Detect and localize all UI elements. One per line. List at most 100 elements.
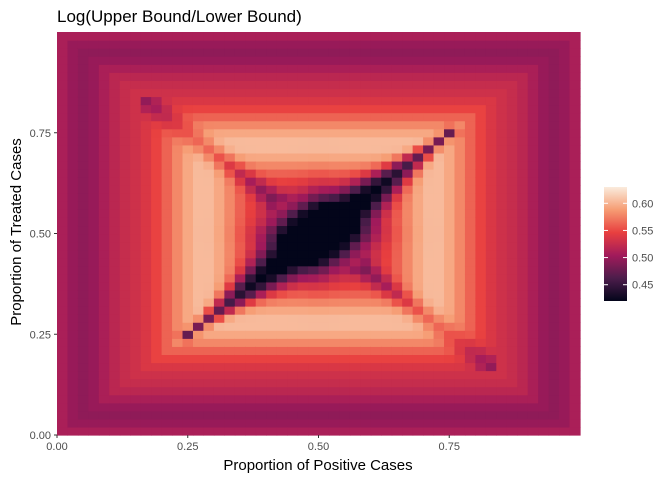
heatmap-tile (213, 322, 225, 331)
heatmap-tile (88, 241, 100, 251)
heatmap-tile (412, 40, 424, 49)
heatmap-tile (140, 128, 152, 138)
heatmap-tile (182, 306, 194, 315)
heatmap-tile (339, 88, 351, 98)
heatmap-tile (203, 281, 215, 291)
heatmap-tile (506, 88, 518, 98)
heatmap-tile (433, 394, 445, 404)
heatmap-tile (381, 378, 393, 388)
heatmap-tile (98, 314, 110, 323)
heatmap-tile (423, 96, 435, 106)
heatmap-tile (423, 370, 435, 380)
heatmap-tile (464, 201, 476, 210)
heatmap-tile (245, 80, 257, 90)
heatmap-tile (98, 152, 110, 162)
heatmap-tile (151, 40, 163, 49)
heatmap-tile (98, 281, 110, 291)
heatmap-tile (538, 88, 550, 98)
heatmap-tile (151, 144, 163, 154)
heatmap-tile (444, 88, 456, 98)
heatmap-tile (569, 233, 581, 243)
heatmap-tile (98, 80, 110, 90)
heatmap-tile (548, 160, 560, 170)
heatmap-tile (370, 144, 382, 154)
heatmap-tile (370, 201, 382, 210)
heatmap-tile (517, 338, 529, 347)
heatmap-tile (297, 225, 309, 235)
heatmap-tile (548, 314, 560, 323)
heatmap-tile (213, 193, 225, 202)
heatmap-tile (88, 362, 100, 372)
heatmap-tile (245, 281, 257, 291)
heatmap-tile (328, 410, 341, 420)
heatmap-tile (98, 322, 110, 331)
heatmap-tile (192, 225, 205, 235)
heatmap-tile (57, 48, 69, 57)
heatmap-tile (381, 281, 393, 291)
heatmap-tile (67, 209, 79, 218)
heatmap-tile (433, 96, 445, 106)
heatmap-tile (402, 322, 414, 331)
heatmap-tile (318, 128, 330, 138)
heatmap-tile (77, 297, 89, 307)
heatmap-tile (182, 281, 194, 291)
heatmap-tile (224, 418, 236, 428)
heatmap-tile (538, 314, 550, 323)
heatmap-tile (527, 346, 539, 355)
heatmap-tile (381, 152, 393, 162)
heatmap-tile (423, 338, 435, 347)
heatmap-tile (569, 209, 581, 218)
heatmap-tile (318, 281, 330, 291)
heatmap-tile (444, 40, 456, 49)
heatmap-tile (67, 136, 79, 146)
heatmap-tile (370, 370, 382, 380)
heatmap-tile (475, 281, 487, 291)
heatmap-tile (475, 346, 487, 355)
heatmap-tile (349, 418, 361, 428)
heatmap-tile (360, 281, 372, 291)
heatmap-tile (339, 48, 351, 57)
heatmap-tile (412, 217, 424, 227)
heatmap-tile (538, 56, 550, 65)
heatmap-tile (454, 330, 466, 339)
heatmap-tile (391, 144, 403, 154)
heatmap-tile (475, 378, 487, 388)
heatmap-tile (328, 370, 341, 380)
heatmap-tile (276, 112, 288, 122)
heatmap-tile (569, 144, 581, 154)
heatmap-tile (475, 386, 487, 396)
heatmap-tile (234, 378, 246, 388)
heatmap-tile (119, 410, 131, 420)
heatmap-tile (496, 104, 508, 114)
heatmap-tile (475, 185, 487, 194)
heatmap-tile (444, 281, 456, 291)
heatmap-tile (130, 281, 142, 291)
heatmap-tile (245, 378, 257, 388)
heatmap-tile (423, 56, 435, 65)
heatmap-tile (224, 136, 236, 146)
heatmap-tile (318, 289, 330, 299)
heatmap-tile (88, 289, 100, 299)
heatmap-tile (517, 314, 529, 323)
heatmap-tile (203, 362, 215, 372)
heatmap-tile (318, 378, 330, 388)
heatmap-tile (391, 426, 403, 436)
heatmap-tile (182, 56, 194, 65)
heatmap-tile (140, 297, 152, 307)
heatmap-tile (57, 56, 69, 65)
heatmap-tile (527, 330, 539, 339)
heatmap-tile (412, 96, 424, 106)
heatmap-tile (203, 152, 215, 162)
heatmap-tile (391, 64, 403, 73)
heatmap-tile (98, 249, 110, 259)
heatmap-tile (161, 281, 173, 291)
heatmap-tile (77, 265, 89, 275)
heatmap-tile (98, 394, 110, 404)
heatmap-tile (569, 160, 581, 170)
heatmap-tile (423, 386, 435, 396)
heatmap-tile (527, 185, 539, 194)
heatmap-tile (224, 225, 236, 235)
heatmap-tile (496, 56, 508, 65)
heatmap-tile (276, 80, 288, 90)
heatmap-tile (276, 402, 288, 412)
